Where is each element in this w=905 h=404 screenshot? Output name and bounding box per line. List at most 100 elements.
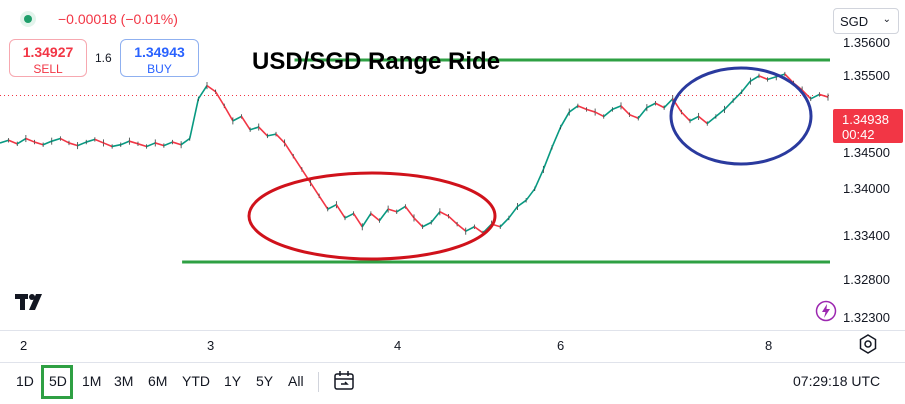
range-all-button[interactable]: All — [288, 373, 304, 389]
range-1m-button[interactable]: 1M — [82, 373, 102, 389]
price-segment — [292, 155, 303, 170]
price-segment — [499, 217, 510, 228]
price-segment — [172, 141, 182, 146]
price-segment — [25, 137, 35, 143]
price-segment — [663, 98, 674, 109]
x-tick-label: 8 — [765, 338, 773, 353]
price-segment — [749, 75, 760, 82]
price-segment — [60, 137, 70, 144]
range-3m-button[interactable]: 3M — [114, 373, 134, 389]
price-change: −0.00018 (−0.01%) — [58, 11, 178, 27]
price-segment — [715, 108, 726, 118]
price-segment — [42, 140, 53, 146]
sell-price: 1.34927 — [22, 44, 74, 60]
price-segment — [163, 141, 173, 147]
price-segment — [240, 116, 251, 131]
buy-button[interactable]: 1.34943 BUY — [120, 39, 199, 77]
range-1d-button[interactable]: 1D — [16, 373, 34, 389]
price-segment — [680, 111, 691, 122]
price-segment — [352, 213, 363, 228]
price-segment — [732, 91, 743, 102]
time-axis-border — [0, 330, 905, 331]
range-high-ellipse — [669, 66, 813, 166]
price-segment — [94, 138, 104, 144]
y-tick-label: 1.35500 — [843, 68, 890, 83]
status-dot-icon — [20, 11, 36, 27]
y-tick-label: 1.34500 — [843, 145, 890, 160]
price-segment — [335, 204, 346, 219]
chart-title: USD/SGD Range Ride — [252, 48, 501, 75]
price-segment — [577, 105, 587, 111]
price-segment — [508, 205, 519, 219]
y-tick-label: 1.33400 — [843, 228, 890, 243]
price-segment — [258, 126, 268, 137]
currency-select[interactable]: SGD ⌄ — [833, 8, 899, 34]
price-segment — [214, 91, 225, 107]
price-segment — [103, 142, 113, 148]
last-price-tag: 1.34938 00:42 — [833, 109, 903, 143]
price-segment — [68, 142, 78, 147]
price-segment — [655, 102, 665, 109]
price-segment — [447, 215, 458, 225]
price-segment — [155, 142, 165, 147]
range-5y-button[interactable]: 5Y — [256, 373, 274, 389]
price-segment — [741, 80, 751, 93]
buy-price: 1.34943 — [134, 44, 185, 60]
price-segment — [8, 139, 18, 145]
price-segment — [120, 140, 130, 146]
sell-button[interactable]: 1.34927 SELL — [9, 39, 87, 77]
price-segment — [698, 115, 708, 125]
price-segment — [413, 217, 424, 228]
price-segment — [206, 84, 217, 93]
price-segment — [249, 126, 259, 131]
price-segment — [612, 105, 622, 111]
price-segment — [34, 141, 44, 146]
price-segment — [327, 203, 337, 210]
range-6m-button[interactable]: 6M — [148, 373, 168, 389]
x-tick-label: 6 — [557, 338, 565, 353]
calendar-goto-icon[interactable] — [333, 370, 357, 392]
price-segment — [137, 143, 147, 148]
price-segment — [223, 105, 234, 122]
price-chart[interactable] — [0, 0, 830, 330]
x-tick-label: 3 — [207, 338, 215, 353]
price-segment — [361, 213, 372, 228]
price-segment — [810, 93, 820, 100]
price-segment — [51, 137, 61, 142]
range-5d-button[interactable]: 5D — [49, 373, 67, 389]
price-segment — [594, 111, 605, 118]
range-ytd-button[interactable]: YTD — [182, 373, 210, 389]
range-1y-button[interactable]: 1Y — [224, 373, 242, 389]
price-segment — [568, 105, 579, 113]
gear-icon[interactable] — [857, 333, 879, 355]
price-segment — [646, 102, 656, 109]
price-segment — [629, 113, 639, 119]
price-segment — [16, 137, 27, 145]
price-segment — [456, 223, 467, 232]
currency-label: SGD — [840, 14, 869, 29]
range-low-ellipse — [247, 171, 497, 261]
price-segment — [422, 221, 432, 228]
price-segment — [370, 212, 381, 222]
active-range-highlight — [41, 365, 73, 399]
price-segment — [318, 195, 329, 210]
bar-countdown: 00:42 — [842, 127, 875, 142]
price-segment — [517, 199, 527, 208]
bottom-toolbar — [0, 360, 905, 404]
price-segment — [819, 93, 829, 98]
price-segment — [758, 75, 768, 81]
utc-clock[interactable]: 07:29:18 UTC — [793, 373, 881, 389]
price-segment — [309, 182, 320, 197]
y-tick-label: 1.34000 — [843, 181, 890, 196]
spread-value: 1.6 — [95, 51, 112, 65]
buy-label: BUY — [147, 62, 172, 76]
price-segment — [430, 211, 441, 223]
price-segment — [637, 107, 648, 119]
lightning-icon[interactable] — [815, 300, 837, 322]
price-segment — [559, 111, 570, 128]
price-segment — [603, 108, 613, 118]
price-segment — [723, 100, 734, 110]
price-segment — [378, 208, 389, 222]
price-segment — [387, 208, 397, 213]
price-segment — [111, 143, 121, 148]
